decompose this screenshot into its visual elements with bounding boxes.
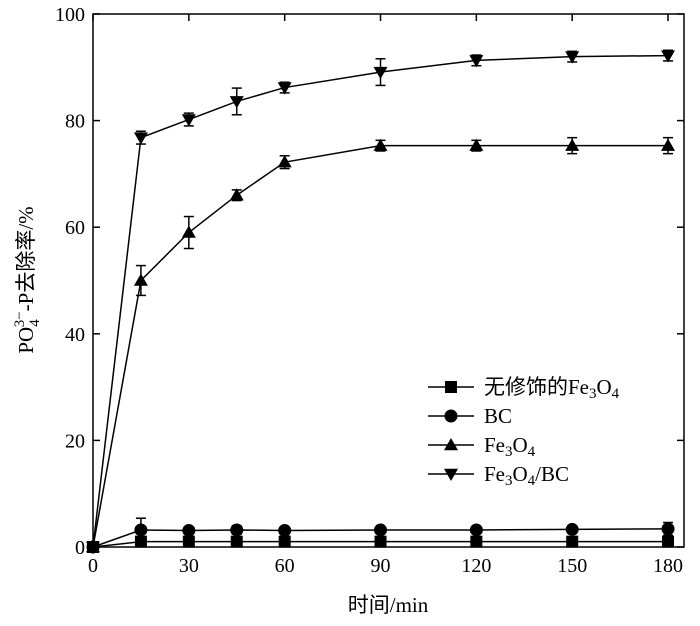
legend-label-part: 4	[612, 386, 620, 402]
marker-square	[230, 535, 243, 548]
legend-label: BC	[484, 404, 512, 428]
marker-triangle-up	[661, 138, 676, 151]
x-tick-label: 60	[275, 555, 295, 577]
legend-label-part: O	[513, 462, 528, 486]
marker-triangle-up	[133, 273, 148, 286]
legend-entry-bc: BC	[428, 404, 512, 428]
legend-label-part: 3	[589, 386, 597, 402]
marker-circle	[182, 523, 196, 537]
marker-triangle-down	[373, 66, 388, 80]
marker-triangle-down	[229, 96, 244, 109]
y-tick-label: 40	[65, 324, 85, 346]
series-fe3o4bc	[86, 49, 676, 554]
plot-frame	[92, 13, 685, 548]
marker-triangle-down	[133, 132, 148, 145]
legend-label-part: /BC	[535, 462, 569, 486]
series-line	[92, 144, 669, 548]
x-tick-label: 90	[371, 555, 391, 577]
y-tick-label: 20	[65, 430, 85, 452]
y-tick-label: 80	[65, 111, 85, 133]
marker-square	[662, 535, 675, 548]
legend-label-part: O	[597, 375, 612, 399]
marker-circle	[230, 523, 244, 537]
marker-triangle-up	[565, 138, 580, 151]
marker-triangle-up	[181, 225, 196, 238]
x-tick-label: 0	[88, 555, 98, 577]
y-axis-title-rest: -P去除率/%	[14, 206, 38, 311]
marker-circle	[278, 523, 292, 537]
legend-label: Fe3O4/BC	[484, 462, 569, 489]
marker-circle	[469, 523, 483, 537]
legend-label-part: O	[513, 433, 528, 457]
marker-triangle-up	[469, 138, 484, 151]
marker-triangle-down	[444, 468, 458, 481]
legend-label-part: 3	[505, 444, 513, 460]
legend-label: Fe3O4	[484, 433, 536, 460]
x-axis-title: 时间/min	[348, 593, 429, 617]
legend-label-part: Fe	[484, 433, 505, 457]
marker-square	[374, 535, 387, 548]
marker-circle	[565, 522, 579, 536]
marker-triangle-down	[565, 51, 580, 64]
y-tick-label: 0	[75, 537, 85, 559]
marker-square	[278, 535, 291, 548]
legend-label-part: Fe	[484, 462, 505, 486]
marker-square	[470, 535, 483, 548]
series-fe3o4	[86, 136, 676, 553]
legend-label-part: BC	[484, 404, 512, 428]
y-tick-label: 60	[65, 217, 85, 239]
series-layer	[86, 49, 676, 554]
series-unmodified	[87, 535, 675, 553]
marker-triangle-up	[229, 188, 244, 201]
series-line	[92, 54, 669, 548]
x-tick-label: 150	[557, 555, 587, 577]
marker-circle	[444, 409, 458, 423]
legend-entry-unmodified: 无修饰的Fe3O4	[428, 375, 620, 402]
marker-square	[566, 535, 579, 548]
marker-triangle-down	[277, 82, 292, 95]
y-tick-label: 100	[55, 4, 85, 26]
marker-square	[182, 535, 195, 548]
y-axis-title: PO43−-P去除率/%	[12, 206, 43, 353]
legend-label: 无修饰的Fe3O4	[484, 375, 620, 402]
x-tick-label: 30	[179, 555, 199, 577]
marker-circle	[661, 522, 675, 536]
legend-entry-fe3o4bc: Fe3O4/BC	[428, 462, 569, 489]
legend-entry-fe3o4: Fe3O4	[428, 433, 536, 460]
y-axis-title-sup: 3−	[12, 311, 28, 327]
ticks-layer: 0 30 60 90 120 150 180 0 20 40 60 80 100	[55, 4, 684, 577]
marker-triangle-down	[661, 50, 676, 63]
marker-circle	[374, 523, 388, 537]
legend-label-part: 3	[505, 473, 513, 489]
legend-label-part: 4	[528, 444, 536, 460]
marker-triangle-up	[444, 438, 458, 451]
marker-triangle-down	[469, 55, 484, 68]
marker-circle	[134, 523, 148, 537]
legend-label-part: 4	[528, 473, 536, 489]
marker-triangle-up	[277, 155, 292, 168]
x-tick-label: 180	[653, 555, 683, 577]
marker-triangle-down	[86, 541, 100, 554]
y-axis-title-base: PO	[14, 327, 38, 354]
series-bc	[86, 517, 675, 554]
marker-triangle-down	[181, 114, 196, 127]
marker-square	[445, 381, 457, 393]
x-tick-label: 120	[461, 555, 491, 577]
y-axis-title-sub: 4	[27, 319, 43, 327]
marker-triangle-up	[373, 138, 388, 151]
legend-label-part: 无修饰的Fe	[484, 375, 589, 399]
